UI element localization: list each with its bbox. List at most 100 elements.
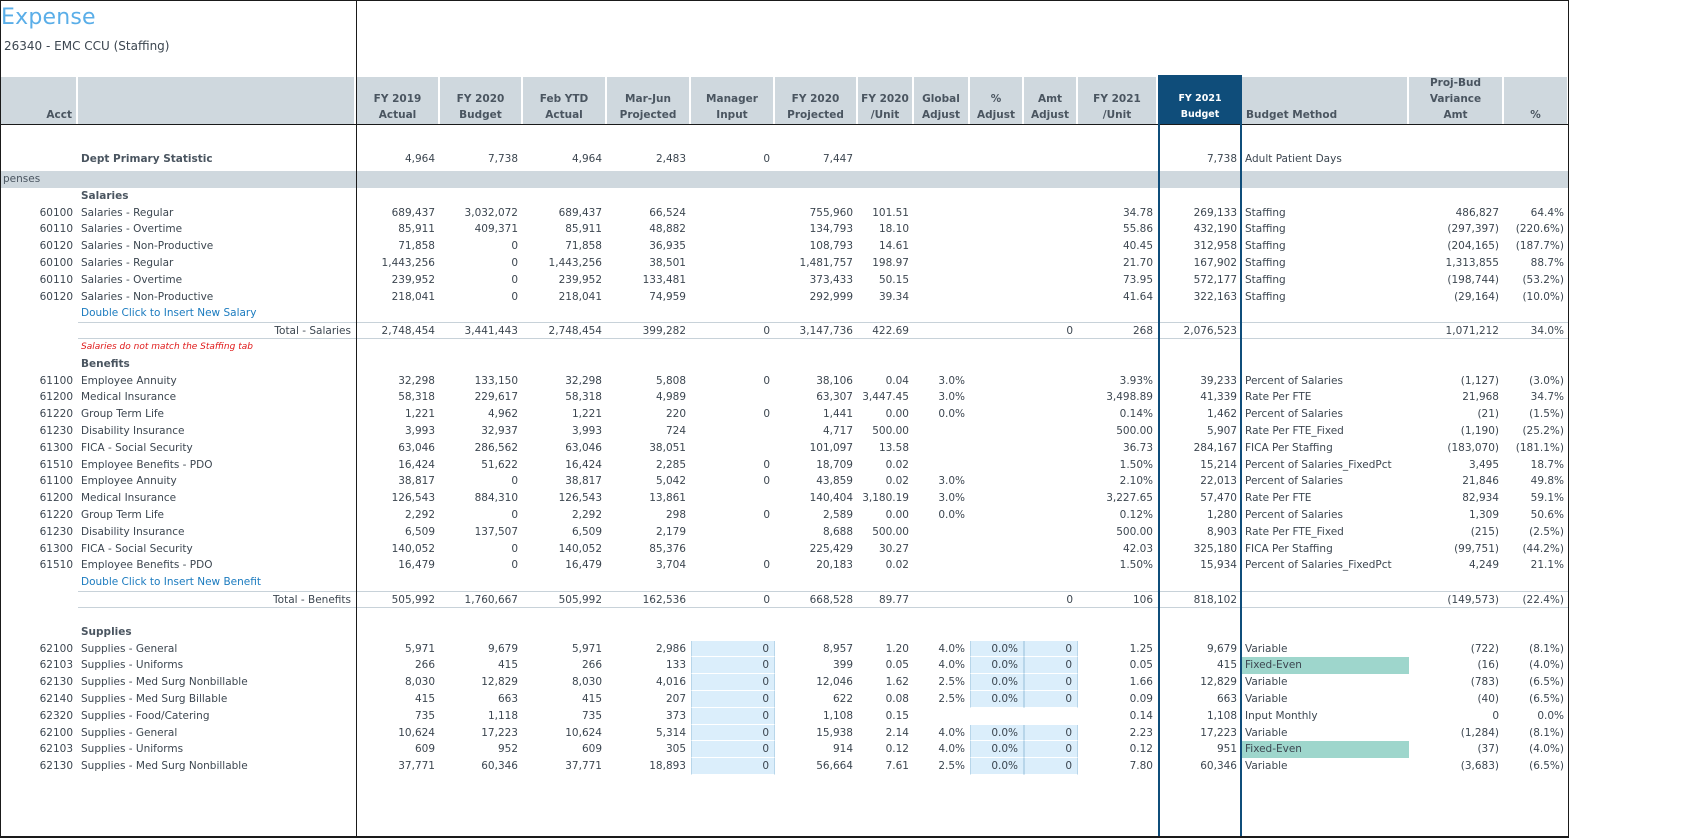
column-header-fy21b[interactable]: FY 2021 Budget	[1158, 75, 1242, 124]
column-header-padj[interactable]: % Adjust	[970, 77, 1024, 124]
column-header-label: Projected	[787, 109, 844, 121]
percent-adjust-field[interactable]: 0.0%	[970, 741, 1024, 759]
amount-adjust-field[interactable]: 0	[1024, 724, 1078, 742]
cell-aadj	[1024, 389, 1078, 406]
column-header-fy19[interactable]: FY 2019 Actual	[357, 77, 440, 124]
budget-method-cell[interactable]: Variable	[1245, 726, 1288, 739]
budget-method-cell[interactable]: Staffing	[1245, 223, 1286, 236]
budget-method-cell[interactable]: Percent of Salaries	[1245, 408, 1343, 421]
manager-input-field[interactable]: 0	[691, 674, 775, 691]
budget-method-cell[interactable]: Staffing	[1245, 273, 1286, 286]
cell-fy19: 16,479	[398, 559, 435, 572]
column-header-varp[interactable]: %	[1504, 77, 1568, 124]
column-header-fy20p[interactable]: FY 2020 Projected	[775, 77, 858, 124]
cell-fy20b: 415	[497, 659, 518, 672]
cell-fy20b: 0	[511, 257, 518, 269]
budget-method-cell[interactable]: Rate Per FTE	[1245, 492, 1312, 505]
amount-adjust-field[interactable]: 0	[1024, 741, 1078, 759]
budget-method-cell[interactable]: Percent of Salaries_FixedPct	[1245, 559, 1392, 572]
column-header-fy20u[interactable]: FY 2020/Unit	[858, 77, 914, 124]
cell-var: (21)	[1477, 408, 1499, 421]
column-header-label: /Unit	[1102, 109, 1132, 121]
manager-input-field[interactable]: 0	[691, 724, 775, 742]
insert-new-benefits-link[interactable]: Double Click to Insert New Benefit	[81, 576, 261, 589]
budget-method-cell[interactable]: Percent of Salaries	[1245, 509, 1343, 521]
budget-method-cell[interactable]: Staffing	[1245, 290, 1286, 303]
cell-feb: 689,437	[558, 206, 602, 219]
insert-new-salaries-link[interactable]: Double Click to Insert New Salary	[81, 307, 257, 320]
account-description: Salaries - Overtime	[81, 273, 183, 286]
cell-feb: 63,046	[565, 441, 602, 454]
percent-adjust-field[interactable]: 0.0%	[970, 674, 1024, 691]
budget-method-cell[interactable]: Staffing	[1245, 257, 1286, 269]
budget-method-cell[interactable]: Input Monthly	[1245, 709, 1318, 722]
manager-input-field[interactable]: 0	[691, 741, 775, 759]
budget-method-cell[interactable]: Percent of Salaries_FixedPct	[1245, 458, 1392, 471]
column-header-marjun[interactable]: Mar-Jun Projected	[607, 77, 691, 124]
column-header-feb[interactable]: Feb YTD Actual	[523, 77, 607, 124]
budget-method-cell[interactable]: Percent of Salaries	[1245, 475, 1343, 488]
percent-adjust-field[interactable]: 0.0%	[970, 758, 1024, 775]
budget-method-cell[interactable]: FICA Per Staffing	[1245, 542, 1333, 555]
budget-method-cell[interactable]: Percent of Salaries	[1245, 374, 1343, 387]
budget-method-cell[interactable]: Fixed-Even	[1242, 657, 1409, 675]
cell-var: 1,309	[1468, 509, 1499, 521]
percent-adjust-field[interactable]: 0.0%	[970, 691, 1024, 708]
budget-method-cell[interactable]: Staffing	[1245, 240, 1286, 253]
cell-gadj	[914, 708, 970, 725]
percent-adjust-field[interactable]: 0.0%	[970, 640, 1024, 658]
cell-fy20u: 3,180.19	[862, 492, 909, 505]
column-header-mgr[interactable]: Manager Input	[691, 77, 775, 124]
column-header-fy21u[interactable]: FY 2021/Unit	[1078, 77, 1158, 124]
percent-adjust-field[interactable]: 0.0%	[970, 657, 1024, 675]
amount-adjust-field[interactable]: 0	[1024, 657, 1078, 675]
column-header-fy20b[interactable]: FY 2020 Budget	[440, 77, 523, 124]
column-header-acct[interactable]: Acct	[1, 77, 78, 124]
cell-gadj: 3.0%	[938, 475, 965, 488]
cell-fy20p: 1,441	[822, 408, 853, 421]
percent-adjust-field[interactable]: 0.0%	[970, 724, 1024, 742]
manager-input-field[interactable]: 0	[691, 707, 775, 725]
cell-feb: 16,424	[565, 458, 602, 471]
column-header-label: Budget	[1180, 109, 1220, 120]
budget-method-cell[interactable]: Rate Per FTE_Fixed	[1245, 525, 1344, 538]
manager-input-field[interactable]: 0	[691, 758, 775, 775]
cell-var: 21,846	[1462, 475, 1499, 488]
budget-method-cell[interactable]: Fixed-Even	[1242, 741, 1409, 759]
amount-adjust-field[interactable]: 0	[1024, 674, 1078, 691]
cell-feb: 38,817	[565, 475, 602, 488]
cell-gadj: 2.5%	[938, 676, 965, 689]
cell-fy20u: 39.34	[878, 290, 909, 303]
cell-fy21b: 269,133	[1193, 206, 1237, 219]
cell-fy21u: 500.00	[1116, 425, 1153, 437]
column-header-method[interactable]: Budget Method	[1242, 77, 1409, 124]
manager-input-field[interactable]: 0	[691, 691, 775, 708]
amount-adjust-field[interactable]: 0	[1024, 758, 1078, 775]
budget-method-cell[interactable]: Variable	[1245, 693, 1288, 705]
column-header-var[interactable]: Proj-Bud Variance Amt	[1409, 77, 1504, 124]
cell-fy19: 2,292	[404, 509, 435, 521]
budget-method-cell[interactable]: Variable	[1245, 642, 1288, 655]
budget-method-cell[interactable]: Rate Per FTE_Fixed	[1245, 425, 1344, 437]
cell-aadj	[1024, 289, 1078, 306]
budget-method-cell[interactable]: Variable	[1245, 760, 1288, 773]
cell-fy20b: 137,507	[474, 525, 518, 538]
column-header-aadj[interactable]: Amt Adjust	[1024, 77, 1078, 124]
budget-method-cell[interactable]: FICA Per Staffing	[1245, 441, 1333, 454]
budget-method-cell[interactable]: Rate Per FTE	[1245, 391, 1312, 404]
cell-fy19: 8,030	[404, 676, 435, 689]
expenses-group-band[interactable]: penses	[1, 170, 1568, 188]
amount-adjust-field[interactable]: 0	[1024, 640, 1078, 658]
benefits-row: 61220 Group Term Life 2,292 0 2,292 298 0 2,589…	[1, 507, 1568, 524]
manager-input-field[interactable]: 0	[691, 640, 775, 658]
column-header-desc[interactable]	[78, 77, 356, 124]
cell-padj	[970, 473, 1024, 490]
budget-method-cell[interactable]: Staffing	[1245, 206, 1286, 219]
manager-input-field[interactable]: 0	[691, 657, 775, 675]
column-header-gadj[interactable]: Global Adjust	[914, 77, 970, 124]
column-header-label: Amt	[1037, 93, 1063, 105]
amount-adjust-field[interactable]: 0	[1024, 691, 1078, 708]
budget-method-cell[interactable]: Variable	[1245, 676, 1288, 689]
cell-gadj: 4.0%	[938, 659, 965, 672]
cell-feb: 735	[581, 709, 602, 722]
